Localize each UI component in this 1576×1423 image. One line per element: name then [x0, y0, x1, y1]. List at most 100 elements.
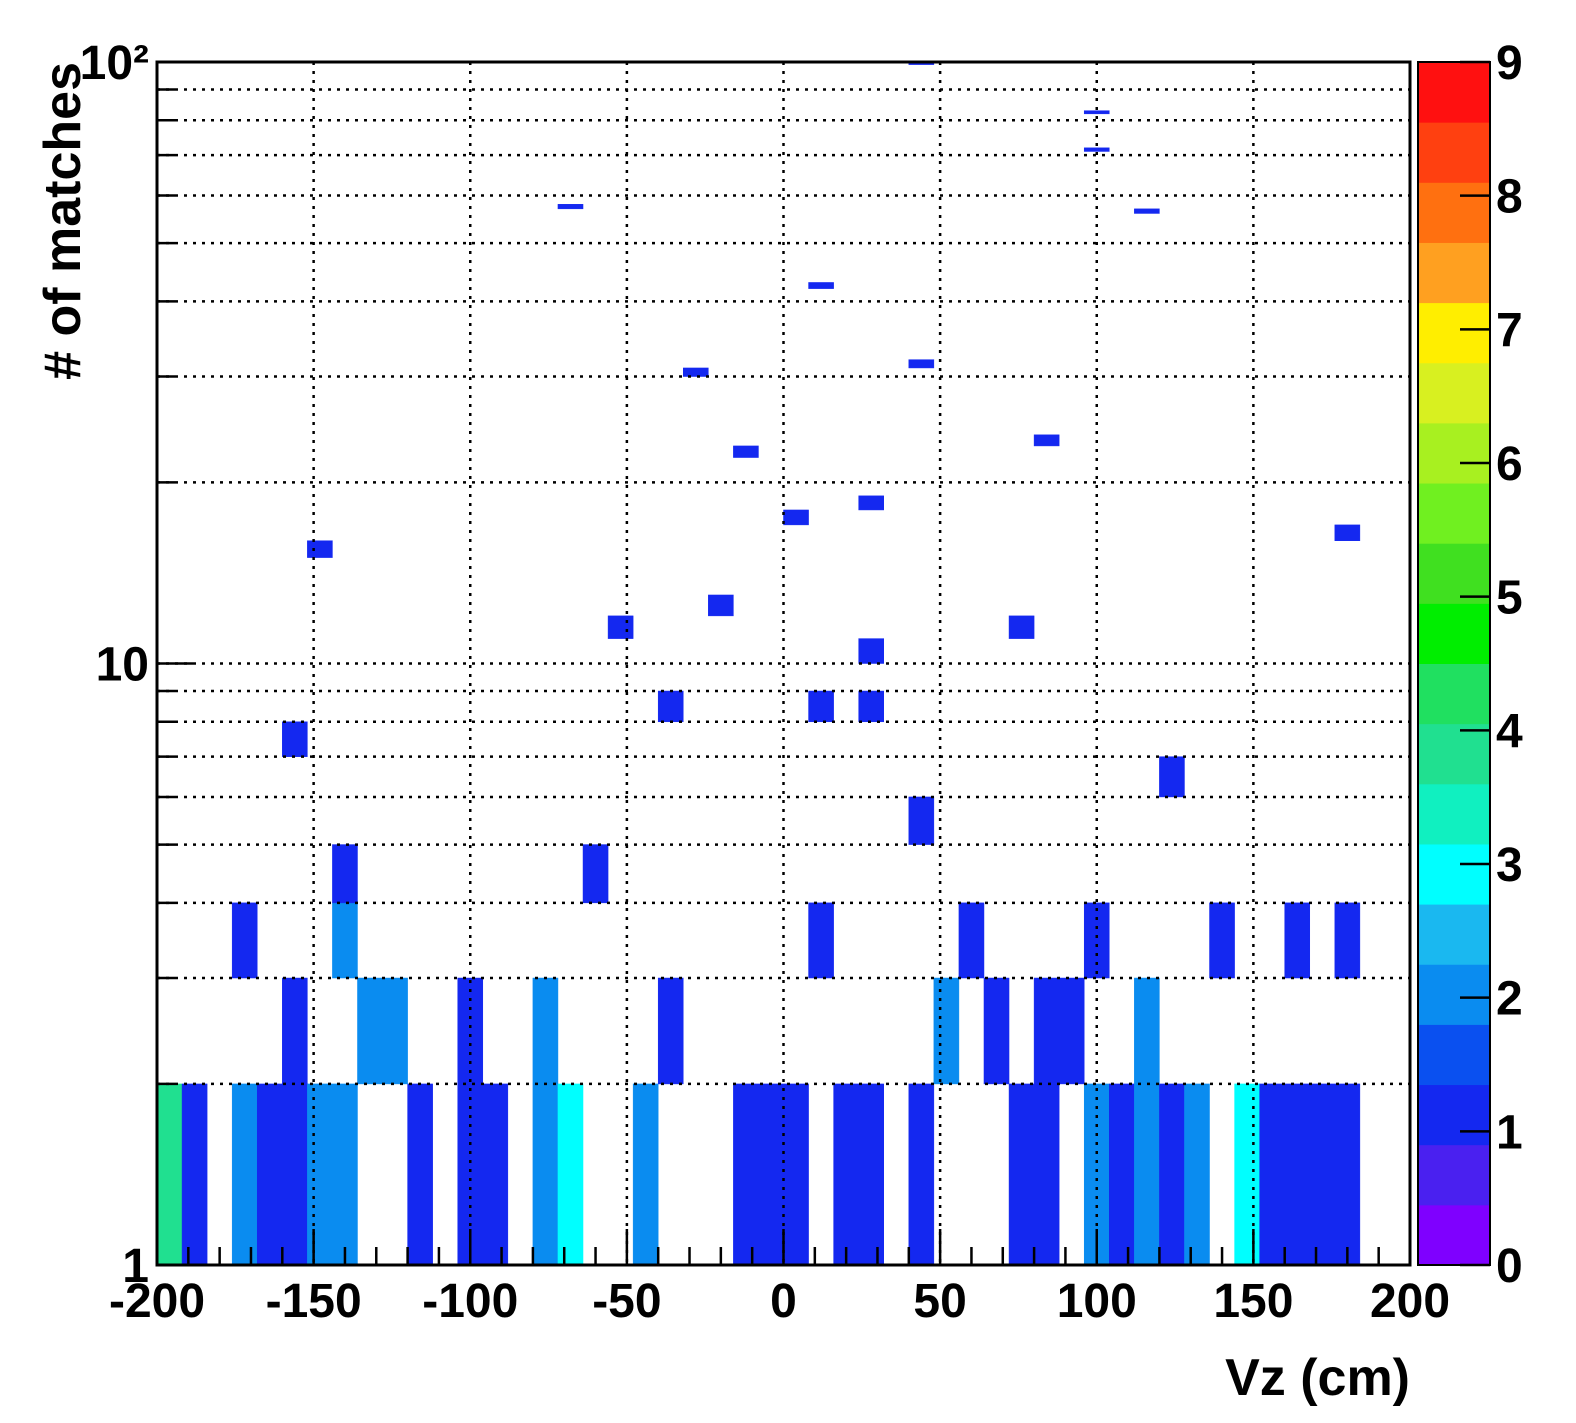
- heatmap-cell: [908, 1083, 935, 1266]
- heatmap-cell: [582, 844, 609, 904]
- heatmap-cell: [156, 1083, 183, 1266]
- y-tick-label: 10: [96, 639, 149, 692]
- palette-band: [1418, 843, 1490, 905]
- palette-band: [1418, 182, 1490, 243]
- palette-band: [1418, 1144, 1490, 1206]
- palette-band: [1418, 422, 1490, 484]
- y-tick-label: 10²: [80, 37, 149, 90]
- heatmap-cell: [708, 594, 734, 617]
- heatmap-cell: [1159, 756, 1185, 798]
- palette-band: [1418, 62, 1490, 123]
- heatmap-cell: [1159, 1083, 1185, 1266]
- palette-band: [1418, 1024, 1490, 1086]
- colorbar-tick-label: 6: [1496, 438, 1523, 491]
- x-tick-label: 50: [913, 1275, 966, 1328]
- heatmap-cell: [1109, 1083, 1135, 1266]
- heatmap-cell: [908, 359, 935, 369]
- palette-band: [1418, 904, 1490, 965]
- colorbar-tick-label: 3: [1496, 839, 1523, 892]
- x-tick-label: 100: [1057, 1275, 1137, 1328]
- heatmap-cell: [231, 1083, 258, 1266]
- heatmap-cell: [1033, 434, 1060, 447]
- cell-layer: [156, 61, 1361, 1266]
- colorbar-frame: [1417, 61, 1491, 1266]
- palette-band: [1418, 1084, 1490, 1146]
- heatmap-cell: [808, 690, 834, 723]
- heatmap-cell: [1259, 1083, 1361, 1266]
- heatmap-cell: [1234, 1083, 1260, 1266]
- palette-band: [1418, 483, 1490, 544]
- heatmap-cell: [307, 1083, 358, 1266]
- colorbar-tick-label: 9: [1496, 37, 1523, 90]
- x-axis-title: Vz (cm): [1225, 1349, 1410, 1407]
- heatmap-cell: [1008, 615, 1035, 639]
- palette-band: [1418, 543, 1490, 604]
- y-tick-label: 1: [122, 1240, 149, 1293]
- palette-band: [1418, 723, 1490, 785]
- palette-band: [1418, 663, 1490, 725]
- x-tick-label: -200: [109, 1275, 205, 1328]
- heatmap-cell: [532, 977, 559, 1085]
- heatmap-cell: [1334, 902, 1361, 979]
- heatmap-cell: [532, 1083, 559, 1266]
- heatmap-cell: [858, 495, 884, 511]
- heatmap-cell: [557, 204, 584, 210]
- axes-layer: -200 -150 -100 -50 0 50 100 150 200 1 10 10² 0 1 2 3 4 5 6…: [80, 37, 1523, 1328]
- heatmap-cell: [282, 977, 308, 1085]
- heatmap-cell: [1184, 1083, 1210, 1266]
- palette-band: [1418, 783, 1490, 845]
- x-tick-label: 200: [1370, 1275, 1450, 1328]
- heatmap-cell: [958, 902, 985, 979]
- heatmap-cell: [1134, 1083, 1160, 1266]
- heatmap-cell: [181, 1083, 208, 1266]
- heatmap-cell: [607, 615, 634, 639]
- heatmap-cell: [933, 977, 960, 1085]
- heatmap-cell: [858, 690, 884, 723]
- palette-band: [1418, 1204, 1490, 1266]
- heatmap-cell: [1033, 977, 1085, 1085]
- heatmap-cell: [457, 977, 484, 1085]
- heatmap-cell: [557, 1083, 584, 1266]
- x-tick-label: -100: [422, 1275, 518, 1328]
- heatmap-cell: [783, 509, 809, 526]
- colorbar-tick-label: 7: [1496, 304, 1523, 357]
- heatmap-cell: [733, 1083, 809, 1266]
- heatmap-cell: [983, 977, 1010, 1085]
- heatmap-cell: [733, 445, 759, 458]
- heatmap-cell: [808, 902, 834, 979]
- heatmap-cell: [632, 1083, 659, 1266]
- colorbar-tick-label: 0: [1496, 1240, 1523, 1293]
- palette-band: [1418, 603, 1490, 664]
- palette-band: [1418, 122, 1490, 183]
- heatmap-cell: [1008, 1083, 1060, 1266]
- heatmap-cell: [457, 1083, 509, 1266]
- heatmap-cell: [1284, 902, 1311, 979]
- x-tick-label: -150: [266, 1275, 362, 1328]
- heatmap-cell: [407, 1083, 433, 1266]
- colorbar-tick-label: 1: [1496, 1106, 1523, 1159]
- heatmap-cell: [908, 796, 935, 845]
- heatmap-cell: [683, 367, 709, 377]
- heatmap-cell: [833, 1083, 884, 1266]
- heatmap-cell: [657, 690, 684, 723]
- x-tick-label: 0: [770, 1275, 797, 1328]
- y-axis-title: # of matches: [34, 62, 92, 380]
- colorbar-tick-label: 2: [1496, 973, 1523, 1026]
- heatmap-cell: [307, 540, 333, 558]
- heatmap-cell: [1083, 902, 1110, 979]
- colorbar-tick-label: 5: [1496, 572, 1523, 625]
- heatmap-cell: [256, 1083, 308, 1266]
- heatmap-cell: [282, 721, 308, 757]
- heatmap-cell: [1083, 147, 1110, 152]
- palette-band: [1418, 964, 1490, 1025]
- heatmap-cell: [1083, 110, 1110, 115]
- plot-frame: [155, 60, 1412, 1267]
- colorbar-tick-label: 8: [1496, 171, 1523, 224]
- heatmap-cell: [1209, 902, 1235, 979]
- heatmap-cell: [332, 902, 358, 979]
- heatmap-cell: [231, 902, 258, 979]
- palette-band: [1418, 362, 1490, 424]
- heatmap-cell: [808, 282, 834, 289]
- heatmap-cell: [858, 638, 884, 664]
